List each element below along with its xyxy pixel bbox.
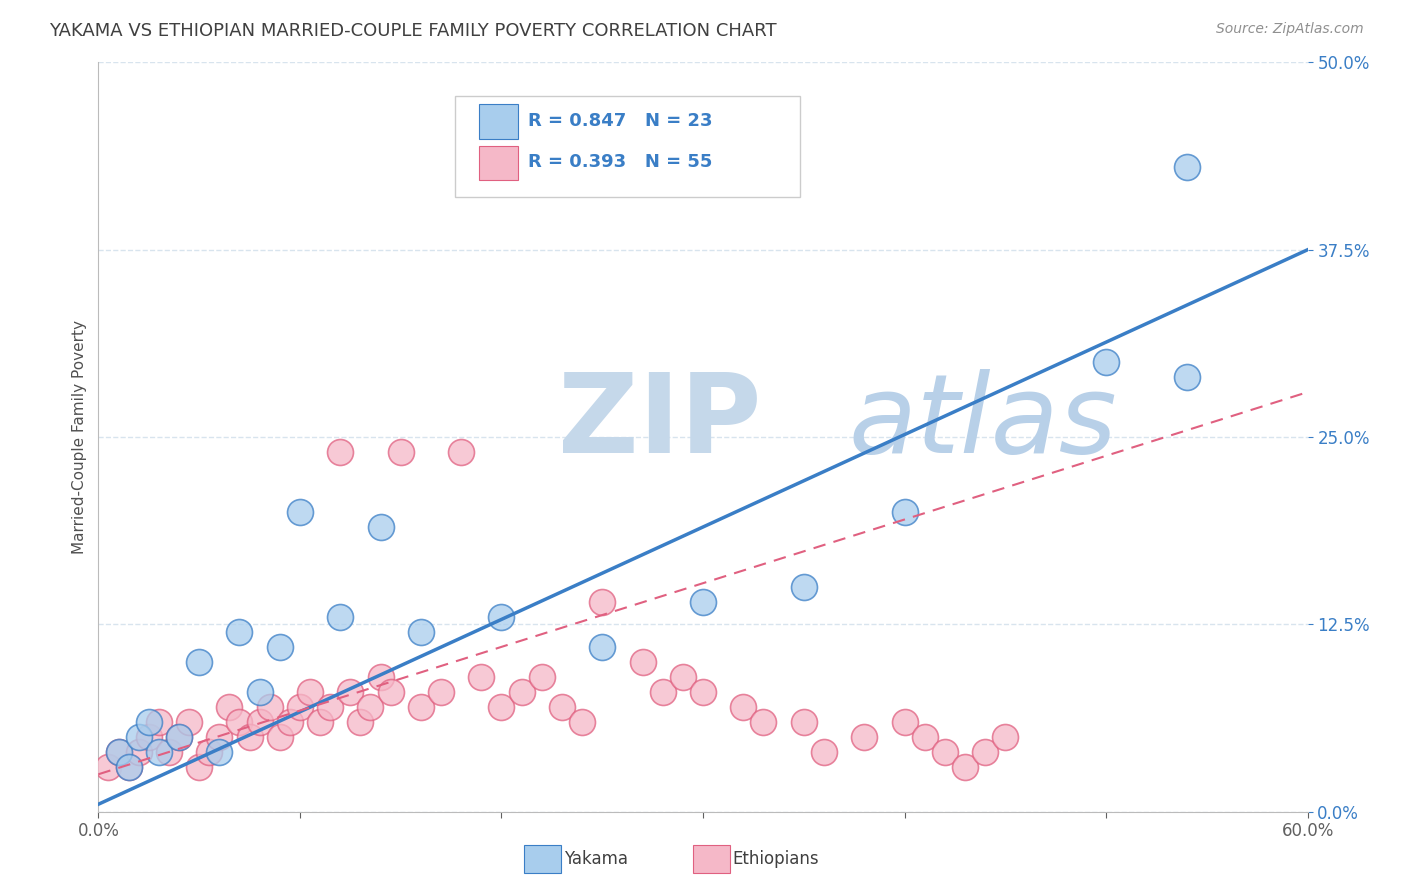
Point bbox=[179, 714, 201, 729]
Point bbox=[309, 714, 332, 729]
Point bbox=[470, 670, 492, 684]
Point bbox=[692, 685, 714, 699]
Point bbox=[118, 760, 141, 774]
Point bbox=[370, 520, 392, 534]
Point bbox=[491, 699, 513, 714]
Point bbox=[733, 699, 755, 714]
Point bbox=[157, 745, 180, 759]
Text: YAKAMA VS ETHIOPIAN MARRIED-COUPLE FAMILY POVERTY CORRELATION CHART: YAKAMA VS ETHIOPIAN MARRIED-COUPLE FAMIL… bbox=[49, 22, 778, 40]
Point bbox=[692, 595, 714, 609]
Point bbox=[1175, 161, 1198, 175]
Point bbox=[299, 685, 322, 699]
Point bbox=[107, 745, 129, 759]
Point bbox=[389, 445, 412, 459]
Point bbox=[198, 745, 221, 759]
Point bbox=[349, 714, 371, 729]
Point bbox=[167, 730, 190, 744]
Point bbox=[138, 714, 160, 729]
Text: Source: ZipAtlas.com: Source: ZipAtlas.com bbox=[1216, 22, 1364, 37]
Point bbox=[269, 730, 291, 744]
Point bbox=[97, 760, 120, 774]
Point bbox=[793, 580, 815, 594]
Point bbox=[893, 505, 915, 519]
FancyBboxPatch shape bbox=[479, 145, 517, 180]
Point bbox=[329, 445, 352, 459]
Point bbox=[148, 714, 170, 729]
Point bbox=[510, 685, 533, 699]
Point bbox=[551, 699, 574, 714]
Point bbox=[409, 699, 432, 714]
Point bbox=[118, 760, 141, 774]
Point bbox=[339, 685, 361, 699]
Point bbox=[188, 760, 211, 774]
Point bbox=[259, 699, 281, 714]
Text: atlas: atlas bbox=[848, 368, 1116, 475]
Point bbox=[934, 745, 956, 759]
FancyBboxPatch shape bbox=[456, 96, 800, 197]
Point bbox=[409, 624, 432, 639]
Point bbox=[380, 685, 402, 699]
Point bbox=[228, 624, 250, 639]
Text: R = 0.393   N = 55: R = 0.393 N = 55 bbox=[527, 153, 711, 171]
Point bbox=[974, 745, 997, 759]
Point bbox=[813, 745, 835, 759]
Point bbox=[571, 714, 593, 729]
Point bbox=[188, 655, 211, 669]
Point bbox=[370, 670, 392, 684]
Point bbox=[249, 714, 271, 729]
Point bbox=[1095, 355, 1118, 369]
Point bbox=[591, 640, 613, 654]
Point bbox=[672, 670, 695, 684]
Point bbox=[319, 699, 342, 714]
Point bbox=[167, 730, 190, 744]
Point bbox=[651, 685, 673, 699]
Y-axis label: Married-Couple Family Poverty: Married-Couple Family Poverty bbox=[72, 320, 87, 554]
Text: R = 0.847   N = 23: R = 0.847 N = 23 bbox=[527, 112, 713, 130]
Point bbox=[107, 745, 129, 759]
Point bbox=[591, 595, 613, 609]
Point bbox=[138, 730, 160, 744]
Text: ZIP: ZIP bbox=[558, 368, 761, 475]
Point bbox=[914, 730, 936, 744]
Point bbox=[218, 699, 240, 714]
Point bbox=[249, 685, 271, 699]
Point bbox=[208, 745, 231, 759]
Point bbox=[360, 699, 382, 714]
Point bbox=[994, 730, 1017, 744]
Point bbox=[631, 655, 654, 669]
Point bbox=[148, 745, 170, 759]
Point bbox=[853, 730, 876, 744]
Point bbox=[228, 714, 250, 729]
Point bbox=[128, 745, 150, 759]
Point bbox=[329, 610, 352, 624]
Point bbox=[430, 685, 453, 699]
Point bbox=[239, 730, 262, 744]
Point bbox=[269, 640, 291, 654]
Point bbox=[953, 760, 976, 774]
Point bbox=[288, 505, 311, 519]
Point bbox=[208, 730, 231, 744]
Point bbox=[1175, 370, 1198, 384]
Point bbox=[530, 670, 553, 684]
Point bbox=[288, 699, 311, 714]
Text: Ethiopians: Ethiopians bbox=[733, 850, 820, 868]
Point bbox=[491, 610, 513, 624]
Point bbox=[793, 714, 815, 729]
Point bbox=[752, 714, 775, 729]
Text: Yakama: Yakama bbox=[564, 850, 628, 868]
FancyBboxPatch shape bbox=[479, 104, 517, 139]
Point bbox=[278, 714, 301, 729]
Point bbox=[893, 714, 915, 729]
Point bbox=[128, 730, 150, 744]
Point bbox=[450, 445, 472, 459]
